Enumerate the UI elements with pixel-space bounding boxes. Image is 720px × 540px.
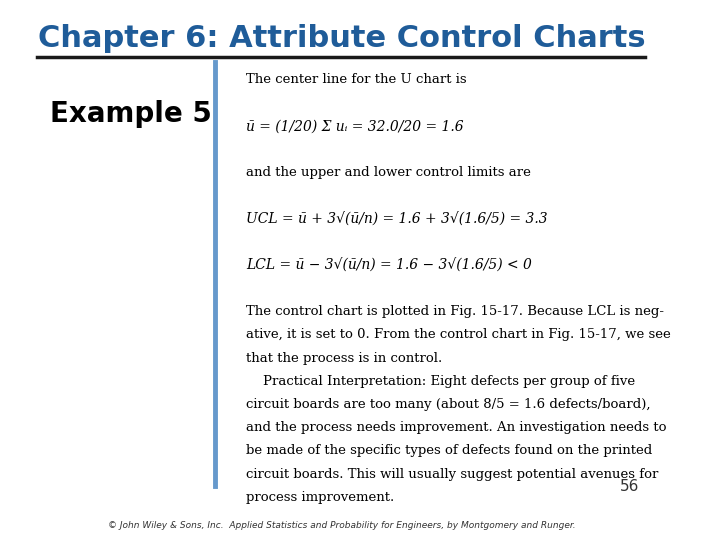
Text: process improvement.: process improvement. xyxy=(246,491,395,504)
Text: Chapter 6: Attribute Control Charts: Chapter 6: Attribute Control Charts xyxy=(37,24,645,53)
Text: that the process is in control.: that the process is in control. xyxy=(246,352,443,365)
Text: be made of the specific types of defects found on the printed: be made of the specific types of defects… xyxy=(246,444,652,457)
Text: Practical Interpretation: Eight defects per group of five: Practical Interpretation: Eight defects … xyxy=(246,375,636,388)
Text: ū = (1/20) Σ uᵢ = 32.0/20 = 1.6: ū = (1/20) Σ uᵢ = 32.0/20 = 1.6 xyxy=(246,119,464,133)
Text: LCL = ū − 3√(ū/n) = 1.6 − 3√(1.6/5) < 0: LCL = ū − 3√(ū/n) = 1.6 − 3√(1.6/5) < … xyxy=(246,259,532,273)
Text: 56: 56 xyxy=(620,479,639,494)
Text: and the upper and lower control limits are: and the upper and lower control limits a… xyxy=(246,166,531,179)
Text: The center line for the U chart is: The center line for the U chart is xyxy=(246,73,467,86)
Text: Example 5: Example 5 xyxy=(50,100,212,128)
Text: © John Wiley & Sons, Inc.  Applied Statistics and Probability for Engineers, by : © John Wiley & Sons, Inc. Applied Statis… xyxy=(107,521,575,530)
Text: circuit boards are too many (about 8/5 = 1.6 defects/board),: circuit boards are too many (about 8/5 =… xyxy=(246,398,651,411)
Text: The control chart is plotted in Fig. 15-17. Because LCL is neg-: The control chart is plotted in Fig. 15-… xyxy=(246,305,665,318)
Text: UCL = ū + 3√(ū/n) = 1.6 + 3√(1.6/5) = 3.3: UCL = ū + 3√(ū/n) = 1.6 + 3√(1.6/5) = … xyxy=(246,212,548,226)
Text: ative, it is set to 0. From the control chart in Fig. 15-17, we see: ative, it is set to 0. From the control … xyxy=(246,328,671,341)
Text: circuit boards. This will usually suggest potential avenues for: circuit boards. This will usually sugges… xyxy=(246,468,659,481)
Text: and the process needs improvement. An investigation needs to: and the process needs improvement. An in… xyxy=(246,421,667,434)
